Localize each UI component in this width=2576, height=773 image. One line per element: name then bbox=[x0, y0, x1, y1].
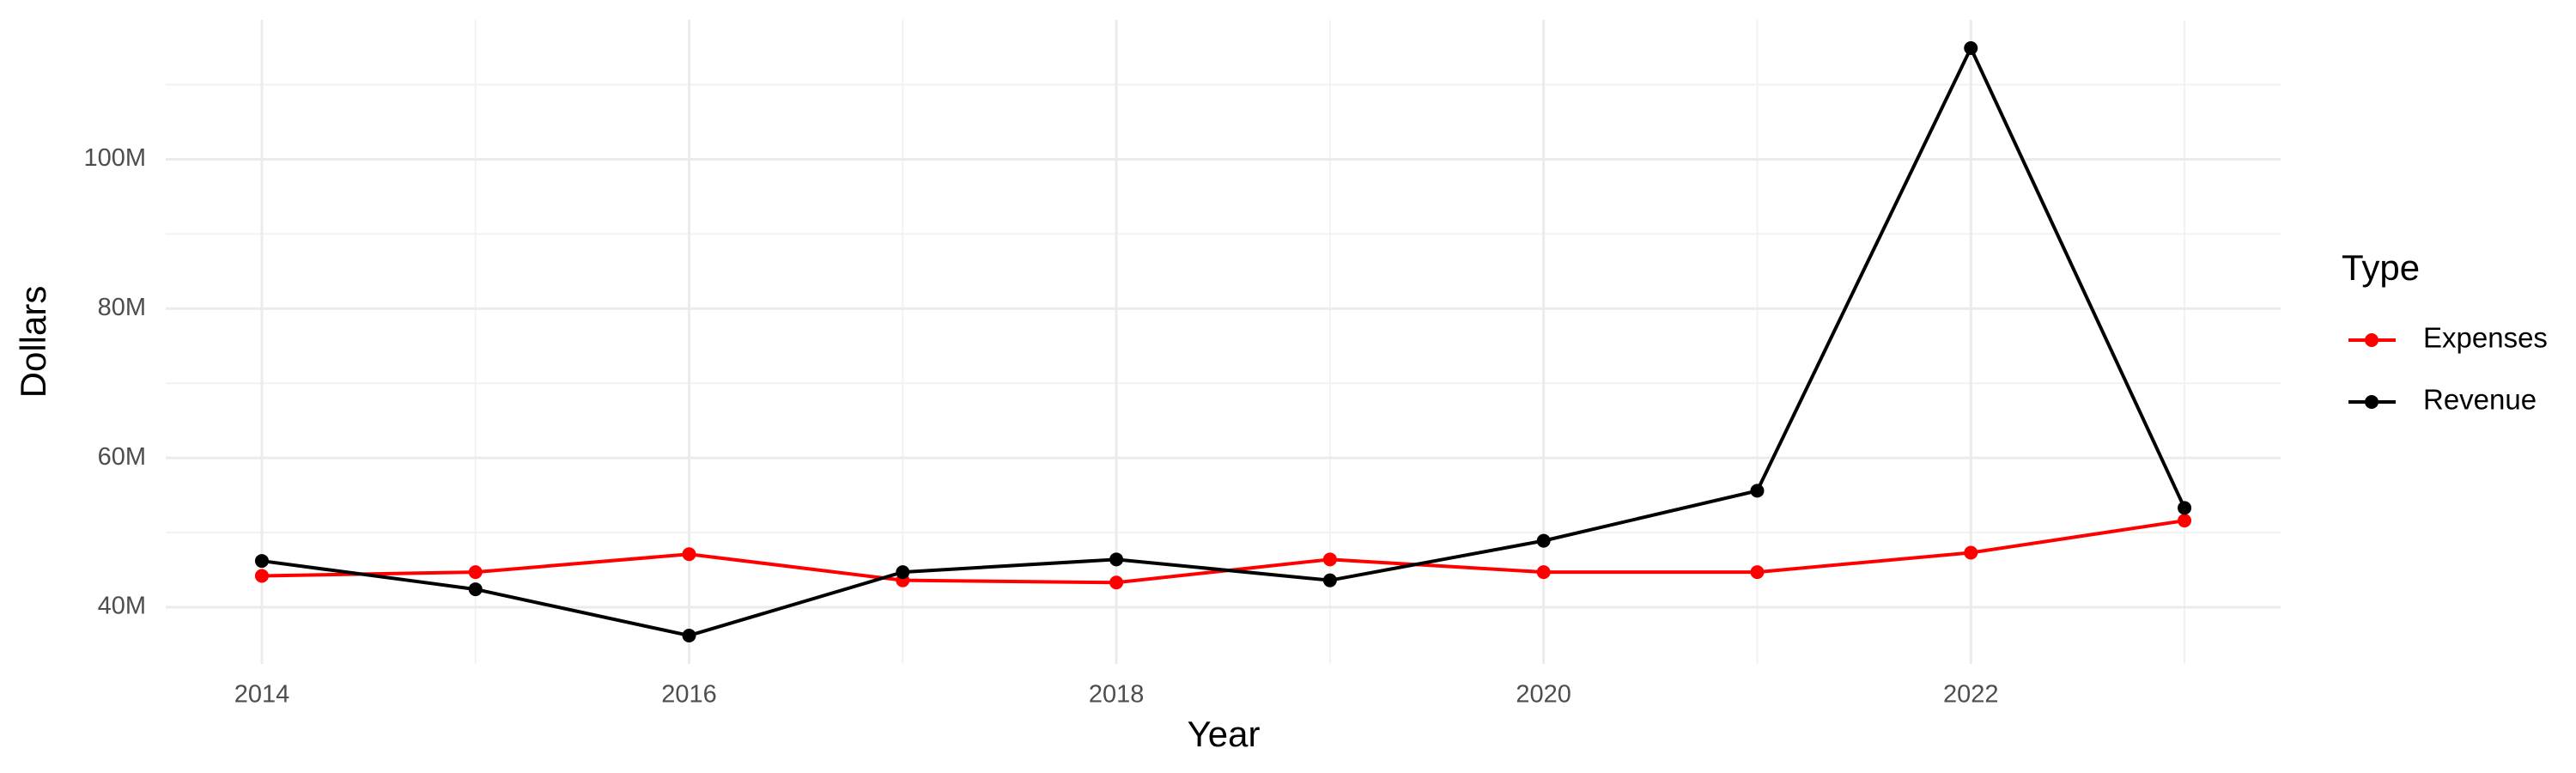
data-point bbox=[1536, 533, 1551, 548]
data-point bbox=[254, 569, 269, 583]
y-tick-label: 60M bbox=[98, 443, 146, 471]
series-line bbox=[261, 519, 2185, 585]
x-tick-label: 2022 bbox=[1943, 681, 1999, 709]
data-point bbox=[1964, 41, 1978, 56]
data-point bbox=[1536, 565, 1551, 580]
legend-marker bbox=[2365, 395, 2379, 409]
data-point bbox=[1750, 484, 1765, 498]
y-axis-title: Dollars bbox=[13, 286, 53, 399]
legend-label: Revenue bbox=[2423, 384, 2537, 416]
y-tick-label: 40M bbox=[98, 593, 146, 620]
data-point bbox=[1109, 575, 1124, 590]
data-point bbox=[2178, 501, 2192, 515]
legend-marker bbox=[2365, 333, 2379, 347]
data-point bbox=[254, 554, 269, 569]
legend-label: Expenses bbox=[2423, 322, 2548, 354]
data-point bbox=[682, 628, 696, 642]
x-tick-label: 2020 bbox=[1516, 681, 1571, 709]
y-tick-label: 80M bbox=[98, 294, 146, 321]
data-point bbox=[896, 565, 910, 580]
data-point bbox=[1964, 545, 1978, 560]
data-point bbox=[468, 582, 483, 597]
series-line bbox=[261, 44, 2186, 638]
x-axis-title: Year bbox=[1188, 714, 1261, 754]
data-point bbox=[1322, 573, 1337, 587]
x-tick-label: 2016 bbox=[661, 681, 717, 709]
data-point bbox=[468, 565, 483, 580]
data-point bbox=[1109, 552, 1124, 567]
data-point bbox=[2178, 514, 2192, 528]
data-point bbox=[682, 547, 696, 562]
x-tick-label: 2014 bbox=[234, 681, 290, 709]
x-tick-label: 2018 bbox=[1089, 681, 1145, 709]
legend-title: Type bbox=[2342, 247, 2420, 288]
data-point bbox=[1750, 565, 1765, 580]
y-tick-label: 100M bbox=[83, 144, 146, 172]
data-point bbox=[1322, 552, 1337, 567]
